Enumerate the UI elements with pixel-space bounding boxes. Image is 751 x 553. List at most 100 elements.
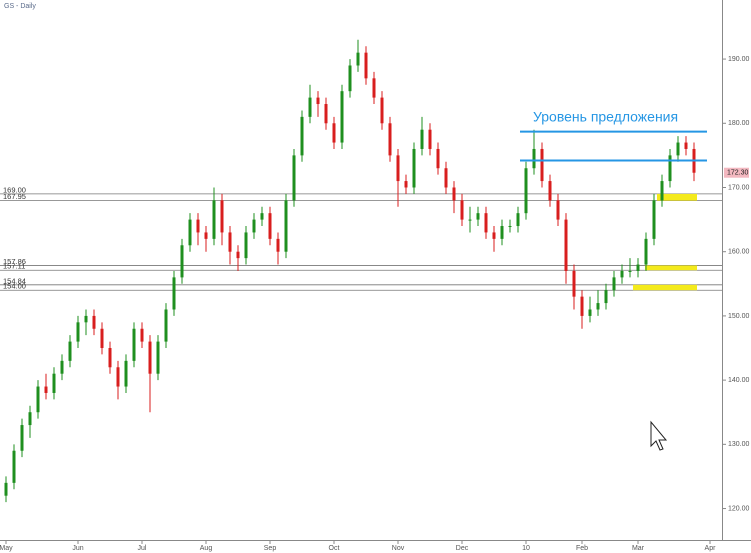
candle-body xyxy=(636,264,640,271)
candle-body xyxy=(340,91,344,143)
candle-body xyxy=(52,373,56,393)
candle-body xyxy=(652,200,656,239)
y-tick-label: 120.00 xyxy=(728,505,750,512)
candle-body xyxy=(44,386,48,393)
candle-body xyxy=(476,213,480,220)
candle-body xyxy=(404,181,408,188)
candle-body xyxy=(124,360,128,387)
last-price-label: 172.30 xyxy=(727,170,749,177)
candle-body xyxy=(580,296,584,316)
x-tick-label: Sep xyxy=(264,545,277,552)
resistance-label: Уровень предложения xyxy=(533,108,678,124)
y-tick-label: 190.00 xyxy=(728,56,750,63)
candle-body xyxy=(204,232,208,239)
candle-body xyxy=(348,65,352,92)
candle-body xyxy=(196,219,200,233)
candle-body xyxy=(260,213,264,220)
candle-body xyxy=(492,232,496,239)
level-label: 154.00 xyxy=(3,282,26,291)
candle-body xyxy=(252,219,256,233)
zone xyxy=(657,193,697,201)
candle-body xyxy=(12,450,16,483)
mouse-cursor xyxy=(650,420,668,451)
candle-body xyxy=(484,213,488,233)
candle-body xyxy=(428,129,432,149)
candle-body xyxy=(516,213,520,227)
candle-body xyxy=(684,142,688,149)
candle-body xyxy=(540,148,544,182)
candle-body xyxy=(588,309,592,316)
candle-body xyxy=(308,97,312,117)
candle-body xyxy=(412,148,416,188)
candle-body xyxy=(548,181,552,201)
candle-body xyxy=(276,238,280,252)
candle-body xyxy=(180,245,184,278)
candle-body xyxy=(508,226,512,228)
candle-body xyxy=(140,328,144,342)
candle-body xyxy=(436,148,440,169)
candle-body xyxy=(668,155,672,182)
candle-body xyxy=(188,219,192,246)
level-label: 154.84 xyxy=(3,276,26,285)
level-label: 167.95 xyxy=(3,192,26,201)
candle-body xyxy=(244,232,248,259)
candle-body xyxy=(236,251,240,259)
last-price-box xyxy=(724,167,749,178)
level-label: 169.00 xyxy=(3,185,26,194)
x-tick-label: Jul xyxy=(138,545,147,552)
candle-body xyxy=(132,328,136,361)
candle-body xyxy=(612,277,616,291)
y-tick-label: 180.00 xyxy=(728,120,750,127)
candle-body xyxy=(524,168,528,214)
candle-body xyxy=(292,155,296,201)
chart-title: GS - Daily xyxy=(4,3,36,10)
candle-body xyxy=(660,181,664,201)
candle-body xyxy=(84,315,88,323)
candle-body xyxy=(164,309,168,342)
y-tick-label: 170.00 xyxy=(728,184,750,191)
x-tick-label: Nov xyxy=(392,545,405,552)
candle-body xyxy=(100,328,104,349)
candle-body xyxy=(316,97,320,105)
candle-body xyxy=(388,123,392,156)
x-tick-label: Jun xyxy=(72,545,83,552)
candle-body xyxy=(572,270,576,297)
zone xyxy=(633,284,697,291)
candle-body xyxy=(452,187,456,201)
candle-body xyxy=(556,200,560,220)
candle-body xyxy=(628,270,632,272)
candle-body xyxy=(532,148,536,169)
x-tick-label: Aug xyxy=(200,545,213,552)
candle-body xyxy=(28,412,32,426)
candle-body xyxy=(300,116,304,156)
zone xyxy=(645,265,697,271)
candle-body xyxy=(36,386,40,413)
candle-body xyxy=(420,129,424,149)
candle-body xyxy=(92,315,96,329)
candle-body xyxy=(460,200,464,220)
candle-body xyxy=(20,425,24,451)
y-tick-label: 150.00 xyxy=(728,313,750,320)
x-tick-label: May xyxy=(0,545,13,552)
candle-body xyxy=(644,238,648,265)
candle-body xyxy=(380,97,384,124)
x-tick-label: Feb xyxy=(576,545,588,552)
candle-body xyxy=(596,303,600,310)
candle-body xyxy=(228,232,232,252)
y-tick-label: 130.00 xyxy=(728,441,750,448)
candle-body xyxy=(156,341,160,374)
x-tick-label: 10 xyxy=(522,545,530,552)
candle-body xyxy=(172,277,176,310)
level-label: 157.11 xyxy=(3,262,25,271)
candle-body xyxy=(212,200,216,239)
y-tick-label: 160.00 xyxy=(728,249,750,256)
candle-body xyxy=(372,78,376,98)
candle-body xyxy=(148,341,152,374)
candle-body xyxy=(332,123,336,143)
candle-body xyxy=(76,322,80,342)
candle-body xyxy=(116,367,120,387)
level-label: 157.86 xyxy=(3,257,26,266)
x-tick-label: Dec xyxy=(456,545,469,552)
candle-body xyxy=(284,200,288,252)
